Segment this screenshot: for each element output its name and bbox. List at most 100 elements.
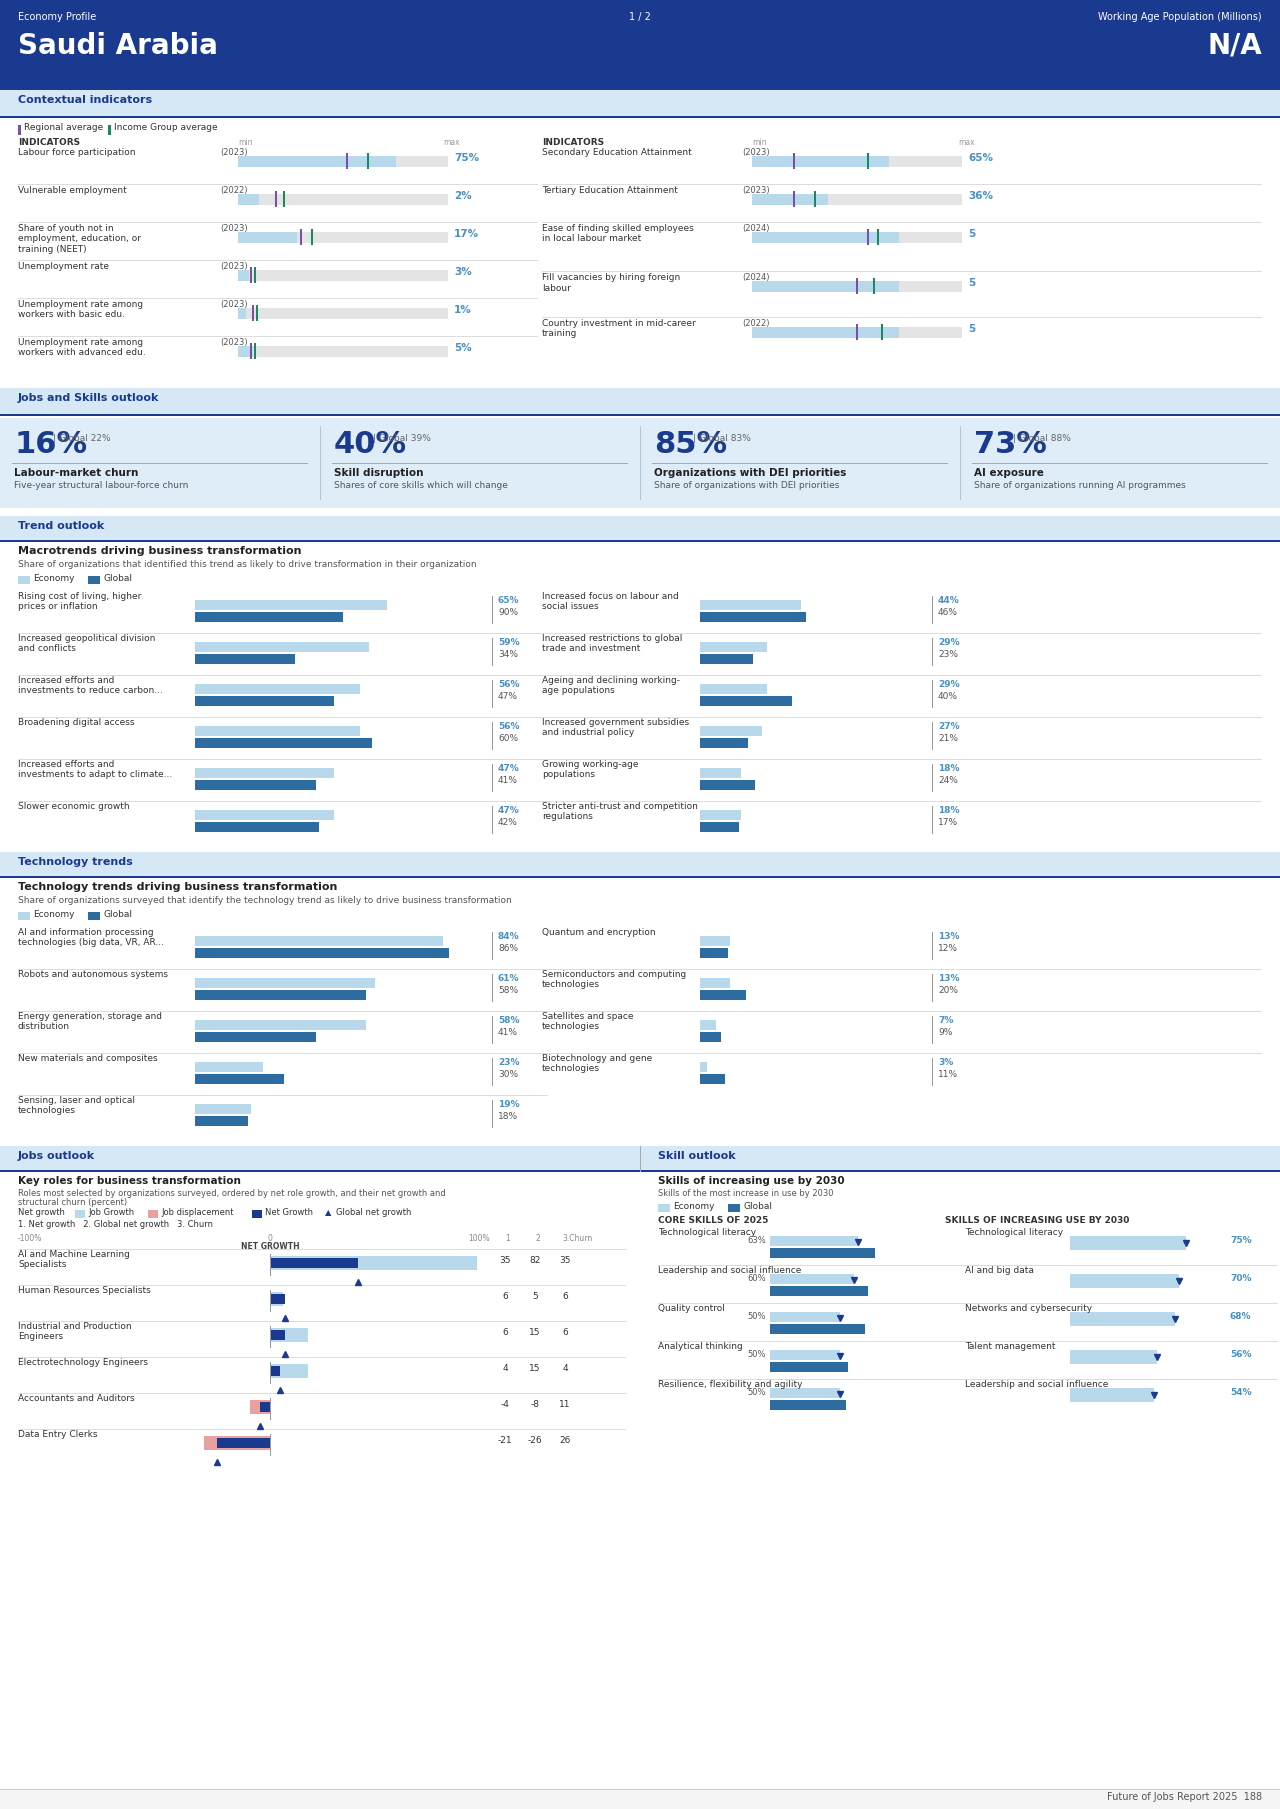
- Text: 24%: 24%: [938, 776, 957, 785]
- Text: Stricter anti-trust and competition
regulations: Stricter anti-trust and competition regu…: [541, 801, 698, 821]
- Text: Regional average: Regional average: [24, 123, 104, 132]
- Bar: [195, 990, 366, 1000]
- Bar: [18, 912, 29, 921]
- Text: Economy: Economy: [33, 573, 74, 582]
- Text: Slower economic growth: Slower economic growth: [18, 801, 129, 810]
- Text: (2023): (2023): [220, 300, 247, 309]
- Text: 82: 82: [530, 1255, 540, 1264]
- Text: Skill outlook: Skill outlook: [658, 1151, 736, 1161]
- Text: Accountants and Auditors: Accountants and Auditors: [18, 1395, 134, 1404]
- Text: Leadership and social influence: Leadership and social influence: [965, 1380, 1108, 1389]
- Text: 1 / 2: 1 / 2: [628, 13, 652, 22]
- Text: Analytical thinking: Analytical thinking: [658, 1342, 742, 1351]
- Text: AI and information processing
technologies (big data, VR, AR...: AI and information processing technologi…: [18, 928, 164, 948]
- Text: 90%: 90%: [498, 608, 518, 617]
- Bar: [700, 642, 767, 651]
- Bar: [238, 308, 448, 318]
- Text: (2024): (2024): [742, 224, 769, 233]
- Text: 9%: 9%: [938, 1028, 952, 1037]
- Bar: [195, 738, 372, 747]
- Text: Roles most selected by organizations surveyed, ordered by net role growth, and t: Roles most selected by organizations sur…: [18, 1189, 445, 1198]
- Text: AI exposure: AI exposure: [974, 469, 1044, 478]
- Bar: [753, 194, 828, 204]
- Text: Broadening digital access: Broadening digital access: [18, 718, 134, 727]
- Text: (2022): (2022): [220, 186, 247, 195]
- Bar: [873, 279, 874, 295]
- Bar: [856, 279, 858, 295]
- Bar: [195, 935, 443, 946]
- Bar: [195, 601, 387, 610]
- Text: 41%: 41%: [498, 776, 518, 785]
- Text: Networks and cybersecurity: Networks and cybersecurity: [965, 1304, 1092, 1313]
- Bar: [0, 876, 1280, 877]
- Text: 35: 35: [559, 1255, 571, 1264]
- Text: 36%: 36%: [968, 192, 993, 201]
- Text: | Global 83%: | Global 83%: [692, 434, 751, 443]
- Text: 60%: 60%: [498, 734, 518, 743]
- Text: Increased efforts and
investments to reduce carbon...: Increased efforts and investments to red…: [18, 677, 163, 695]
- Text: 0: 0: [268, 1234, 273, 1243]
- Text: 1%: 1%: [454, 306, 472, 315]
- Bar: [0, 90, 1280, 118]
- Bar: [700, 1075, 726, 1084]
- Text: Rising cost of living, higher
prices or inflation: Rising cost of living, higher prices or …: [18, 592, 141, 611]
- Text: max: max: [959, 137, 975, 147]
- Text: 54%: 54%: [1230, 1388, 1252, 1397]
- Text: Labour-market churn: Labour-market churn: [14, 469, 138, 478]
- Bar: [238, 270, 448, 280]
- Bar: [76, 1210, 84, 1217]
- Text: 6: 6: [502, 1328, 508, 1337]
- Bar: [0, 0, 1280, 90]
- Text: Working Age Population (Millions): Working Age Population (Millions): [1098, 13, 1262, 22]
- Bar: [0, 116, 1280, 118]
- Text: max: max: [443, 137, 460, 147]
- Text: min: min: [238, 137, 252, 147]
- Bar: [753, 156, 888, 166]
- Text: 26: 26: [559, 1436, 571, 1445]
- Text: Five-year structural labour-force churn: Five-year structural labour-force churn: [14, 481, 188, 490]
- Text: Economy: Economy: [33, 910, 74, 919]
- Text: 27%: 27%: [938, 722, 960, 731]
- Text: 63%: 63%: [748, 1236, 765, 1245]
- Text: 18%: 18%: [938, 763, 960, 772]
- Bar: [250, 344, 252, 358]
- Text: (2023): (2023): [220, 262, 247, 271]
- Text: | Global 39%: | Global 39%: [372, 434, 431, 443]
- Text: 15: 15: [529, 1328, 540, 1337]
- Text: 11%: 11%: [938, 1069, 959, 1078]
- Text: 61%: 61%: [498, 973, 520, 982]
- Text: Ageing and declining working-
age populations: Ageing and declining working- age popula…: [541, 677, 680, 695]
- Bar: [238, 156, 448, 166]
- Text: -26: -26: [527, 1436, 543, 1445]
- Text: 12%: 12%: [938, 944, 957, 953]
- Text: Skill disruption: Skill disruption: [334, 469, 424, 478]
- Text: 75%: 75%: [1230, 1236, 1252, 1245]
- Text: 73%: 73%: [974, 431, 1047, 459]
- Text: 3.Churn: 3.Churn: [562, 1234, 593, 1243]
- Text: Sensing, laser and optical
technologies: Sensing, laser and optical technologies: [18, 1096, 134, 1116]
- Bar: [0, 1170, 1280, 1172]
- Text: (2023): (2023): [220, 338, 247, 347]
- Text: 100%: 100%: [468, 1234, 490, 1243]
- Text: Unemployment rate among
workers with advanced edu.: Unemployment rate among workers with adv…: [18, 338, 146, 358]
- Text: 23%: 23%: [938, 649, 957, 658]
- Text: 58%: 58%: [498, 1017, 520, 1026]
- Text: 18%: 18%: [498, 1113, 518, 1122]
- Bar: [0, 418, 1280, 508]
- Text: Organizations with DEI priorities: Organizations with DEI priorities: [654, 469, 846, 478]
- Text: (2022): (2022): [742, 318, 769, 327]
- Bar: [771, 1362, 849, 1371]
- Bar: [195, 948, 449, 959]
- Bar: [700, 696, 792, 706]
- Text: Country investment in mid-career
training: Country investment in mid-career trainin…: [541, 318, 696, 338]
- Text: structural churn (percent): structural churn (percent): [18, 1198, 127, 1207]
- Text: Vulnerable employment: Vulnerable employment: [18, 186, 127, 195]
- Bar: [771, 1236, 858, 1246]
- Bar: [700, 821, 739, 832]
- Text: Skills of the most increase in use by 2030: Skills of the most increase in use by 20…: [658, 1189, 833, 1198]
- Text: Increased focus on labour and
social issues: Increased focus on labour and social iss…: [541, 592, 678, 611]
- Text: Labour force participation: Labour force participation: [18, 148, 136, 157]
- Text: 6: 6: [502, 1292, 508, 1301]
- Bar: [771, 1350, 840, 1360]
- Bar: [0, 1789, 1280, 1809]
